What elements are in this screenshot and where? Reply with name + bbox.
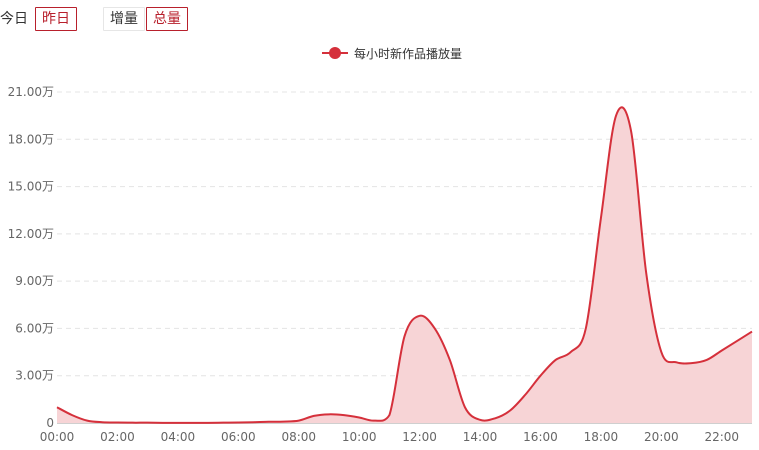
data-point — [372, 419, 376, 423]
data-point — [161, 421, 165, 425]
y-tick-label: 9.00万 — [15, 274, 54, 288]
y-tick-label: 21.00万 — [8, 85, 54, 99]
data-point — [312, 414, 316, 418]
x-tick-label: 10:00 — [342, 430, 377, 444]
data-point — [236, 421, 240, 425]
data-point — [720, 348, 724, 352]
x-tick-label: 22:00 — [704, 430, 739, 444]
x-tick-label: 12:00 — [402, 430, 437, 444]
x-tick-label: 14:00 — [463, 430, 498, 444]
data-point — [191, 421, 195, 425]
y-tick-label: 3.00万 — [15, 369, 54, 383]
data-point — [644, 271, 648, 275]
data-point — [463, 405, 467, 409]
data-point — [554, 358, 558, 362]
x-tick-label: 02:00 — [100, 430, 135, 444]
data-point — [659, 350, 663, 354]
data-point — [100, 420, 104, 424]
data-point — [146, 421, 150, 425]
data-point — [674, 360, 678, 364]
y-tick-label: 15.00万 — [8, 180, 54, 194]
x-tick-label: 16:00 — [523, 430, 558, 444]
data-point — [538, 374, 542, 378]
data-point — [523, 393, 527, 397]
x-tick-label: 20:00 — [644, 430, 679, 444]
data-point — [282, 420, 286, 424]
data-point — [251, 420, 255, 424]
data-point — [508, 408, 512, 412]
data-point — [357, 415, 361, 419]
y-tick-label: 0 — [46, 416, 54, 430]
data-point — [735, 339, 739, 343]
y-tick-label: 12.00万 — [8, 227, 54, 241]
data-point — [433, 326, 437, 330]
x-tick-label: 08:00 — [281, 430, 316, 444]
data-point — [614, 114, 618, 118]
data-point — [176, 421, 180, 425]
legend-label: 每小时新作品播放量 — [354, 46, 463, 61]
legend-marker-icon — [322, 46, 348, 60]
data-point — [478, 418, 482, 422]
x-tick-label: 00:00 — [40, 430, 75, 444]
data-point — [206, 421, 210, 425]
data-point — [705, 358, 709, 362]
data-point — [629, 129, 633, 133]
data-point — [297, 419, 301, 423]
data-point — [599, 216, 603, 220]
data-point — [221, 421, 225, 425]
data-point — [131, 421, 135, 425]
data-point — [403, 334, 407, 338]
series-line — [56, 106, 753, 424]
yesterday-button[interactable]: 昨日 — [35, 7, 77, 31]
data-point — [690, 361, 694, 365]
data-point — [342, 413, 346, 417]
x-tick-label: 18:00 — [584, 430, 619, 444]
total-button[interactable]: 总量 — [146, 7, 188, 31]
data-point — [750, 330, 754, 334]
x-tick-label: 06:00 — [221, 430, 256, 444]
data-point — [267, 420, 271, 424]
increment-button[interactable]: 增量 — [103, 7, 145, 31]
data-point — [584, 326, 588, 330]
data-point — [569, 350, 573, 354]
data-point — [387, 413, 391, 417]
data-point — [115, 421, 119, 425]
data-point — [70, 413, 74, 417]
y-tick-label: 18.00万 — [8, 132, 54, 146]
data-point — [327, 412, 331, 416]
x-tick-label: 04:00 — [161, 430, 196, 444]
y-tick-label: 6.00万 — [15, 321, 54, 335]
today-button[interactable]: 今日 — [0, 11, 28, 27]
data-point — [55, 405, 59, 409]
data-point — [448, 358, 452, 362]
chart-legend[interactable]: 每小时新作品播放量 — [322, 43, 462, 63]
data-point — [418, 314, 422, 318]
series-area — [57, 107, 752, 423]
data-point — [493, 416, 497, 420]
data-point — [85, 419, 89, 423]
